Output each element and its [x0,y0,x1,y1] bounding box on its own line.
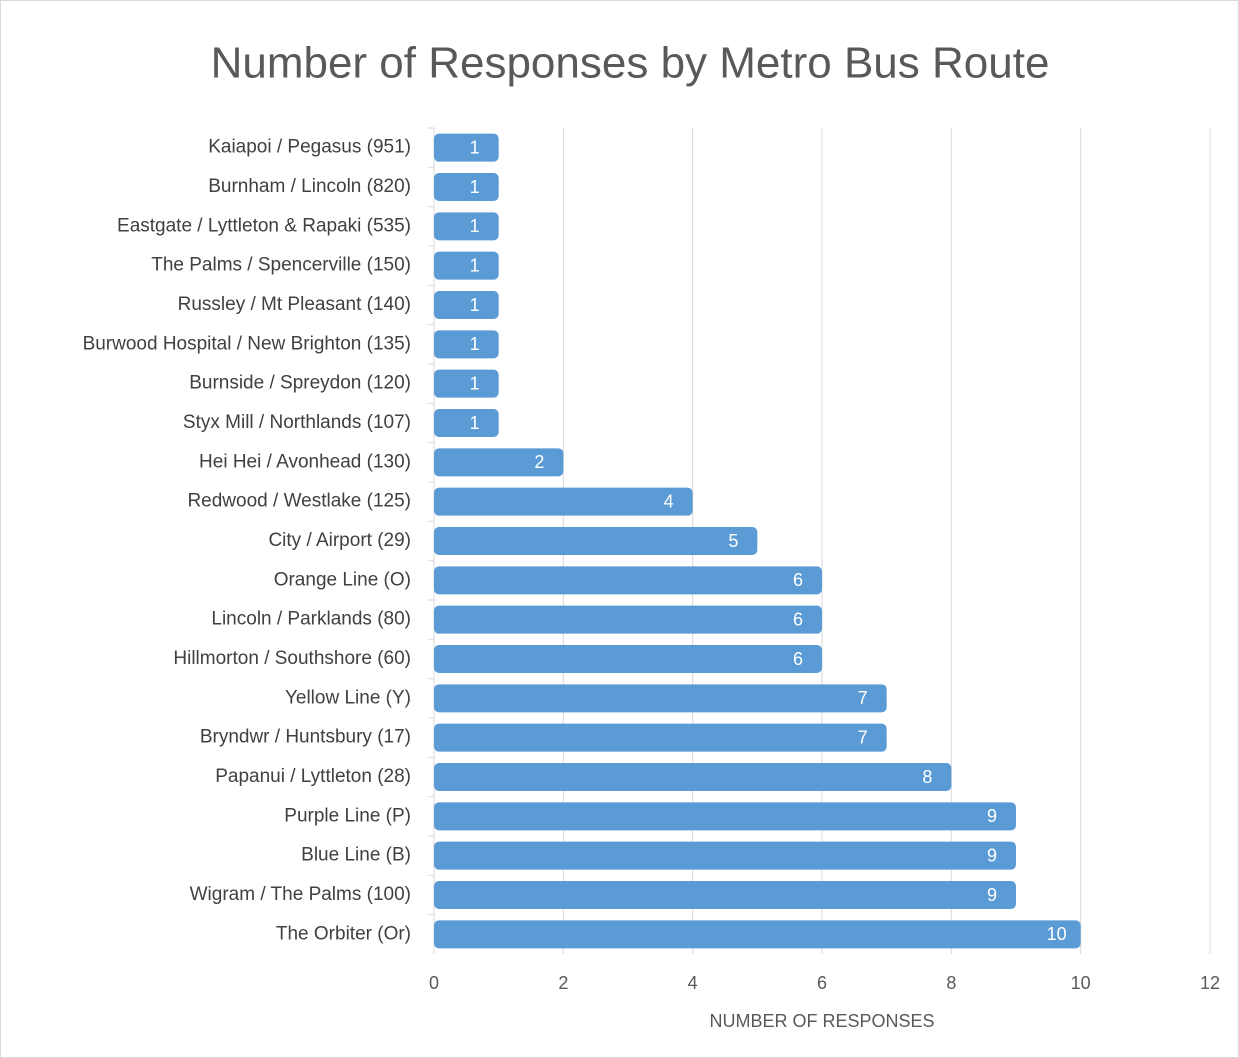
y-tick-label: Blue Line (B) [301,845,411,866]
data-label: 9 [987,885,997,905]
x-tick-label: 0 [429,973,439,993]
x-tick-label: 6 [817,973,827,993]
chart-title: Number of Responses by Metro Bus Route [211,39,1050,88]
data-label: 7 [858,688,868,708]
data-label: 7 [858,727,868,747]
y-tick-label: Yellow Line (Y) [285,687,411,708]
y-tick-label: Russley / Mt Pleasant (140) [178,294,411,315]
y-tick-label: Redwood / Westlake (125) [187,491,411,512]
data-label: 1 [470,334,480,354]
x-tick-label: 10 [1071,973,1091,993]
y-tick-label: Burnham / Lincoln (820) [208,176,411,197]
bar [434,133,499,162]
data-label: 1 [470,373,480,393]
bar [434,330,499,359]
data-label: 4 [664,491,674,511]
data-label: 6 [793,649,803,669]
bar [434,841,1016,870]
data-label: 8 [922,767,932,787]
bar [434,409,499,437]
bar [434,645,822,673]
bar [434,723,887,752]
y-tick-label: Purple Line (P) [284,805,411,826]
y-tick-label: Wigram / The Palms (100) [190,884,411,905]
y-tick-label: Lincoln / Parklands (80) [211,609,411,630]
data-label: 9 [987,845,997,865]
data-label: 1 [470,413,480,433]
y-tick-label: Burnside / Spreydon (120) [189,373,411,394]
bar [434,684,887,713]
bar [434,173,499,201]
y-tick-label: Styx Mill / Northlands (107) [183,412,411,433]
y-tick-label: Hillmorton / Southshore (60) [173,648,411,669]
bar [434,291,499,319]
bar [434,920,1081,949]
x-tick-label: 4 [688,973,698,993]
bar [434,212,499,241]
x-tick-label: 8 [946,973,956,993]
bar [434,448,564,477]
data-label: 1 [470,137,480,157]
y-tick-label: City / Airport (29) [268,530,411,551]
data-label: 1 [470,177,480,197]
bar [434,881,1016,909]
x-tick-label: 2 [558,973,568,993]
x-axis-title: NUMBER OF RESPONSES [709,1011,934,1031]
bar [434,369,499,398]
y-tick-label: Orange Line (O) [274,569,411,590]
data-label: 1 [470,255,480,275]
bar [434,566,822,595]
data-label: 1 [470,216,480,236]
data-label: 2 [534,452,544,472]
bar [434,487,693,516]
bar [434,763,952,791]
data-label: 10 [1047,924,1067,944]
bar [434,802,1016,831]
y-tick-label: Bryndwr / Huntsbury (17) [200,727,411,748]
y-tick-label: Hei Hei / Avonhead (130) [199,451,411,472]
y-tick-label: Kaiapoi / Pegasus (951) [208,137,411,158]
bar [434,251,499,280]
y-tick-label: Papanui / Lyttleton (28) [215,766,411,787]
y-tick-label: Burwood Hospital / New Brighton (135) [83,333,411,354]
data-label: 9 [987,806,997,826]
y-tick-label: The Orbiter (Or) [276,923,411,944]
data-label: 6 [793,609,803,629]
bar [434,527,758,555]
y-tick-label: Eastgate / Lyttleton & Rapaki (535) [117,215,411,236]
data-label: 5 [728,531,738,551]
y-tick-label: The Palms / Spencerville (150) [151,255,411,276]
data-label: 1 [470,295,480,315]
bar [434,605,822,634]
data-label: 6 [793,570,803,590]
x-tick-label: 12 [1200,973,1220,993]
